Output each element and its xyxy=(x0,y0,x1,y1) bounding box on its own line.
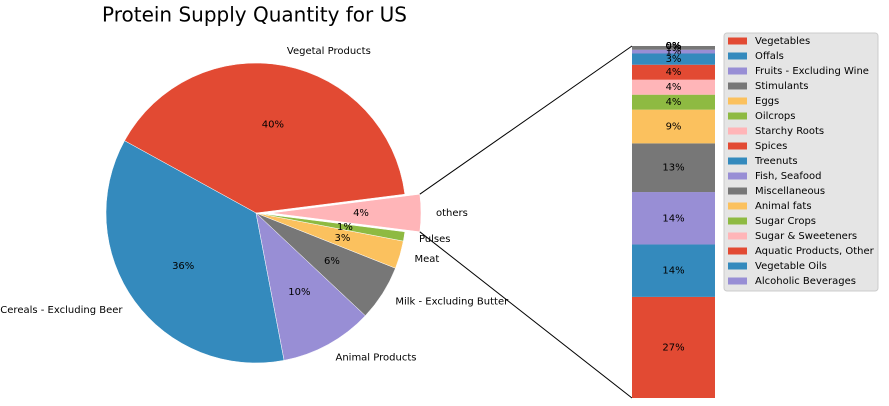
legend-label: Vegetable Oils xyxy=(755,261,827,272)
bar-segment xyxy=(632,244,715,297)
legend-label: Fish, Seafood xyxy=(755,171,821,182)
legend-label: Miscellaneous xyxy=(755,186,825,197)
legend-swatch xyxy=(728,157,747,165)
bar-value-label: 1% xyxy=(666,47,682,58)
slice-label: Cereals - Excluding Beer xyxy=(0,305,123,316)
legend-label: Animal fats xyxy=(755,201,812,212)
bar-segment xyxy=(632,79,715,95)
connectors xyxy=(419,45,633,399)
slice-value-label: 36% xyxy=(172,261,194,272)
bar-value-label: 0% xyxy=(666,41,682,52)
bar-segment xyxy=(632,53,715,65)
bar-value-label: 0% xyxy=(666,41,682,52)
bar-value-label: 27% xyxy=(662,342,684,353)
pie-slice xyxy=(270,193,422,233)
legend-swatch xyxy=(728,232,747,240)
legend-swatch xyxy=(728,172,747,180)
legend-swatch xyxy=(728,277,747,285)
legend-label: Alcoholic Beverages xyxy=(755,276,856,287)
pie-slice xyxy=(255,212,406,242)
legend-swatch xyxy=(728,67,747,75)
bar-value-label: 3% xyxy=(666,54,682,65)
bar-segment xyxy=(632,296,715,398)
legend-label: Treenuts xyxy=(754,156,798,167)
bar-value-label: 0% xyxy=(666,41,682,52)
bar-segment xyxy=(632,143,715,193)
chart-title: Protein Supply Quantity for US xyxy=(102,3,407,27)
bar-value-label: 13% xyxy=(662,163,684,174)
legend-swatch xyxy=(728,217,747,225)
bar-segment xyxy=(632,192,715,245)
legend-label: Starchy Roots xyxy=(755,126,824,137)
legend-swatch xyxy=(728,37,747,45)
bar-value-label: 0% xyxy=(666,41,682,52)
legend-label: Vegetables xyxy=(755,36,810,47)
legend-swatch xyxy=(728,52,747,60)
legend-swatch xyxy=(728,142,747,150)
legend: Vegetables Offals Fruits - Excluding Wine S… xyxy=(723,32,879,292)
slice-label: Vegetal Products xyxy=(287,46,371,57)
legend-label: Offals xyxy=(755,51,784,62)
legend-swatch xyxy=(728,262,747,270)
slice-label: Pulses xyxy=(419,234,451,245)
bar-value-label: 0% xyxy=(666,41,682,52)
legend-label: Oilcrops xyxy=(755,111,796,122)
bar-value-label: 14% xyxy=(662,213,684,224)
legend-label: Sugar Crops xyxy=(755,216,816,227)
pie-slice xyxy=(124,62,406,214)
bar-value-label: 0% xyxy=(666,41,682,52)
slice-value-label: 10% xyxy=(288,287,310,298)
slice-label: Meat xyxy=(414,254,439,265)
legend-swatch xyxy=(728,97,747,105)
bar-segment xyxy=(632,64,715,80)
slice-label: Animal Products xyxy=(335,353,416,364)
slice-value-label: 6% xyxy=(324,256,340,267)
slice-value-label: 40% xyxy=(262,120,284,131)
legend-label: Stimulants xyxy=(755,81,809,92)
connector-line xyxy=(419,45,633,195)
slice-value-label: 1% xyxy=(337,222,353,233)
bar-value-label: 9% xyxy=(666,122,682,133)
legend-swatch xyxy=(728,187,747,195)
bar-value-label: 4% xyxy=(666,67,682,78)
slice-value-label: 3% xyxy=(334,233,350,244)
bar-segment xyxy=(632,49,715,54)
pie: others 4% Vegetal Products 40% Cereals - Exc… xyxy=(0,46,509,364)
bar-segment xyxy=(632,109,715,144)
legend-swatch xyxy=(728,202,747,210)
pie-slice xyxy=(255,212,366,361)
legend-swatch xyxy=(728,112,747,120)
bar-segment xyxy=(632,46,715,50)
legend-label: Eggs xyxy=(755,96,779,107)
connector-line xyxy=(419,231,633,399)
bar-value-label: 4% xyxy=(666,82,682,93)
legend-swatch xyxy=(728,82,747,90)
stacked-bar: 27%14%14%13%9%4%4%4%3%1%1%0%0%0%0%0%0% xyxy=(632,41,715,398)
legend-label: Aquatic Products, Other xyxy=(755,246,875,257)
legend-label: Sugar & Sweeteners xyxy=(755,231,857,242)
slice-value-label: 4% xyxy=(353,208,369,219)
slice-label: Milk - Excluding Butter xyxy=(395,296,509,307)
bar-value-label: 4% xyxy=(666,97,682,108)
bar-value-label: 1% xyxy=(666,43,682,54)
legend-box xyxy=(723,32,879,292)
legend-swatch xyxy=(728,127,747,135)
bar-segment xyxy=(632,94,715,110)
legend-label: Spices xyxy=(755,141,787,152)
pie-slice xyxy=(105,140,285,364)
slice-label: others xyxy=(436,208,468,219)
legend-swatch xyxy=(728,247,747,255)
legend-label: Fruits - Excluding Wine xyxy=(755,66,869,77)
bar-value-label: 14% xyxy=(662,266,684,277)
